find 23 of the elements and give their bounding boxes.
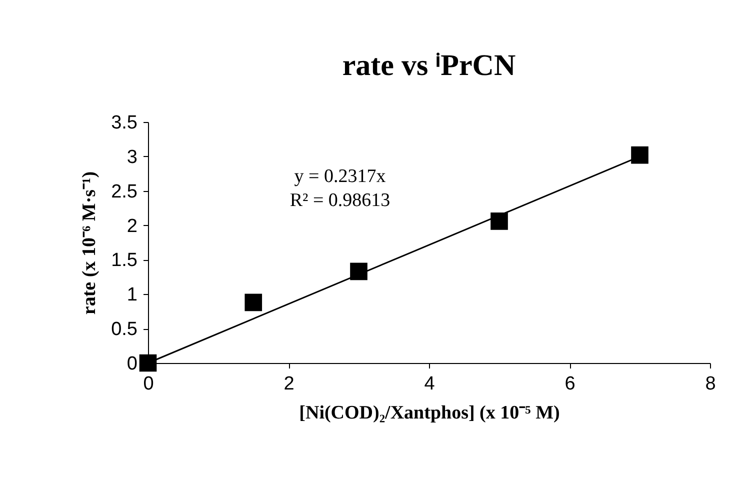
y-tick-label: 2 xyxy=(126,216,138,237)
annotation: y = 0.2317x xyxy=(294,166,386,187)
point xyxy=(490,212,508,230)
x-tick-label: 4 xyxy=(424,374,436,394)
y-tick-label: 1.5 xyxy=(111,250,138,272)
y-tick-label: 2.5 xyxy=(111,181,138,202)
x-tick-label: 0 xyxy=(143,374,154,394)
x-tick-label: 8 xyxy=(705,374,716,394)
x-tick-label: 2 xyxy=(284,374,294,394)
y-tick-label: 1 xyxy=(126,284,138,306)
x-tick-label: 6 xyxy=(564,374,576,394)
y-tick-label: 3.5 xyxy=(111,112,138,134)
x-axis-title: [Ni(COD)₂/Xantphos] (x 10⁻⁵ M) xyxy=(299,402,560,424)
annotation: R² = 0.98613 xyxy=(290,190,390,211)
y-tick-label: 3 xyxy=(126,146,138,168)
point xyxy=(139,354,157,372)
point xyxy=(244,294,262,312)
y-tick-label: 0 xyxy=(126,354,138,374)
y-axis-title: rate (x 10⁻⁶ M·s⁻¹) xyxy=(79,171,100,315)
point xyxy=(631,146,648,164)
y-tick-label: 0.5 xyxy=(111,319,138,340)
chart-title: rate vs ⁱPrCN xyxy=(342,49,516,82)
point xyxy=(350,262,368,280)
